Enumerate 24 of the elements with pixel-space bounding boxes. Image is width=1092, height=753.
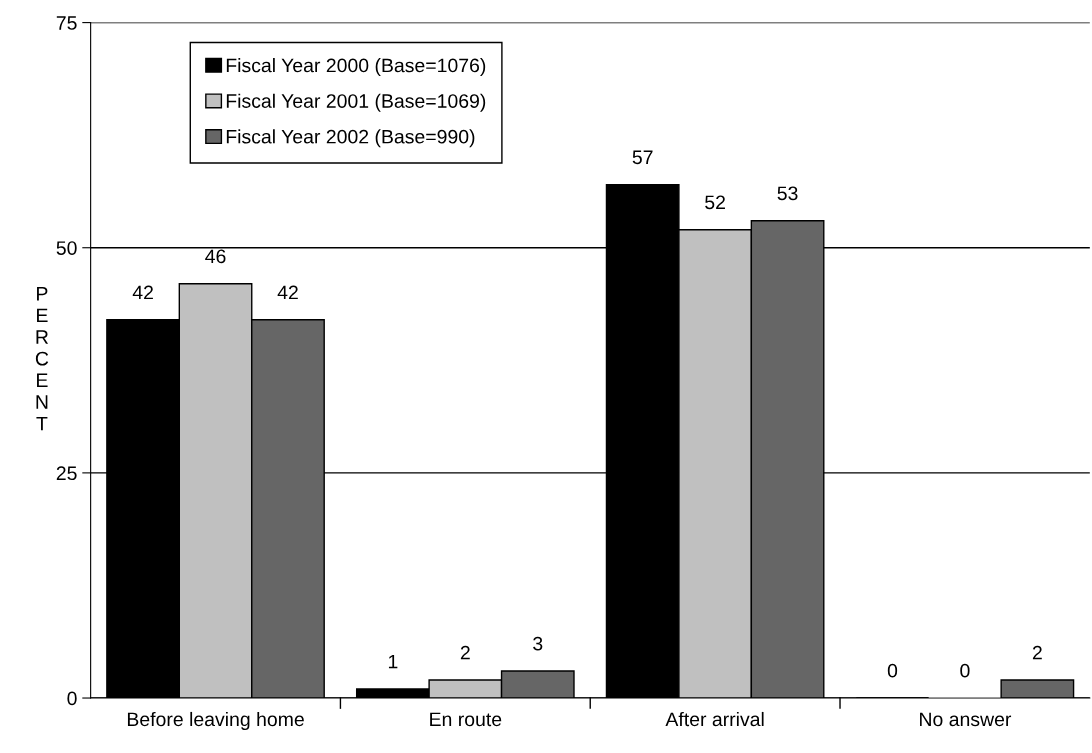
x-tick-label: En route [430, 712, 502, 727]
y-tick-label: 0 [67, 691, 77, 706]
data-label: 46 [205, 249, 226, 264]
y-tick-label: 75 [56, 16, 77, 30]
y-tick-label: 25 [56, 466, 77, 481]
data-label: 0 [887, 663, 898, 678]
data-label: 2 [460, 645, 470, 660]
data-label: 52 [705, 195, 725, 210]
x-tick-label: Before leaving home [127, 711, 304, 731]
data-label: 57 [632, 150, 653, 165]
data-label: 2 [1032, 645, 1042, 660]
data-label: 0 [960, 663, 970, 678]
x-tick-label: After arrival [665, 711, 764, 727]
legend-label: Fiscal Year 2000 (Base=1076) [226, 58, 486, 77]
data-label: 1 [388, 654, 398, 669]
data-label: 42 [277, 285, 298, 300]
data-label: 53 [777, 186, 798, 201]
legend-label: Fiscal Year 2002 (Base=990) [226, 129, 475, 148]
x-tick-label: No answer [920, 712, 1012, 727]
data-label: 3 [533, 636, 543, 651]
y-tick-label: 50 [56, 241, 77, 255]
legend-label: Fiscal Year 2001 (Base=1069) [226, 93, 486, 112]
y-axis-title: PERCENT [35, 287, 49, 431]
data-label: 42 [132, 285, 153, 300]
